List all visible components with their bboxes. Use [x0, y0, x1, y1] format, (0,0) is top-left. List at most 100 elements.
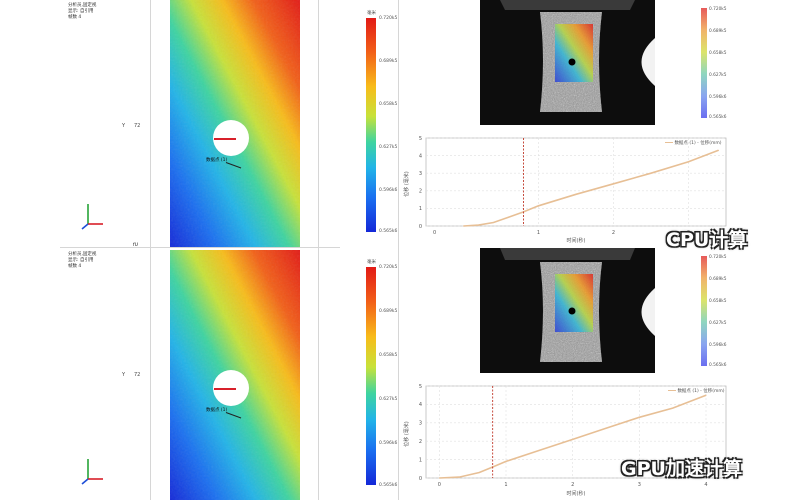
mini-colorbar-tick: 0.720k5	[709, 7, 727, 12]
legend-label: 数据点 (1) - 位移(mm)	[677, 389, 725, 394]
data-point	[638, 416, 640, 418]
gpu-caption: GPU加速计算	[621, 458, 742, 480]
data-point	[438, 477, 440, 479]
cpu-caption: CPU计算	[666, 229, 748, 251]
colorbar-tick: 0.689k5	[379, 309, 398, 314]
displacement-chart: 5 4 3 2 1 0 0 1 2 3 4 位移 (毫米) 时间(秒) 数据点 (1) - 位移(m…	[400, 378, 735, 498]
data-point	[575, 193, 577, 195]
x-start-label: 0	[433, 230, 436, 236]
y-tick-label: 5	[419, 136, 422, 142]
data-point	[613, 183, 614, 185]
chart-ylabel: 位移 (毫米)	[403, 171, 410, 197]
data-point	[493, 221, 494, 223]
y-tick-label: 3	[419, 171, 422, 177]
probe-marker[interactable]	[214, 138, 236, 140]
mini-colorbar-tick: 0.565k6	[709, 115, 727, 120]
chart-xlabel: 时间(秒)	[567, 237, 586, 244]
data-point	[463, 225, 464, 227]
data-point	[718, 149, 719, 151]
x-tick-label: 2	[571, 482, 574, 488]
mini-colorbar-tick: 0.627k5	[709, 73, 727, 78]
colorbar	[366, 18, 376, 232]
mini-colorbar-tick: 0.689k5	[709, 277, 727, 282]
center-divider	[318, 0, 319, 500]
info-line: 分析员,固定视	[68, 252, 97, 257]
probe-label: 数据点 (1)	[206, 158, 228, 163]
probe-marker[interactable]	[214, 388, 236, 390]
x-tick-label: 3	[638, 482, 641, 488]
y-tick-label: 1	[419, 206, 422, 212]
data-point	[688, 161, 689, 163]
legend-swatch	[665, 141, 673, 144]
colorbar-tick: 0.658k5	[379, 102, 398, 107]
divider-label: fU	[133, 243, 138, 248]
displacement-map[interactable]: 数据点 (1)	[170, 0, 300, 247]
x-tick-label: 1	[504, 482, 507, 488]
line-chart: 5 4 3 2 1 0 0 1 2 3 4 位移 (毫米) 时间(秒)	[403, 384, 727, 497]
colorbar	[366, 267, 376, 485]
chart-legend: 数据点 (1) - 位移(mm)	[668, 388, 725, 394]
chart-ylabel: 位移 (毫米)	[403, 421, 410, 447]
panel-divider	[60, 247, 340, 248]
colorbar-tick: 0.565k6	[379, 483, 398, 488]
specimen-image	[480, 248, 655, 373]
data-point	[508, 216, 509, 218]
specimen-image	[480, 0, 655, 125]
info-line: 帧数 4	[68, 15, 82, 20]
colorbar-title: 毫米	[367, 11, 376, 16]
info-line: 显示: 自引用	[68, 258, 94, 263]
mini-colorbar-tick: 0.627k5	[709, 321, 727, 326]
left-divider	[150, 0, 151, 500]
colorbar-tick: 0.720k5	[379, 265, 398, 270]
info-line: 帧数 4	[68, 264, 82, 269]
mini-colorbar-tick: 0.565k6	[709, 363, 727, 368]
x-tick-label: 3	[687, 230, 690, 236]
panel-info: 分析员,固定视 显示: 自引用 帧数 4	[68, 252, 96, 270]
colorbar-tick: 0.565k6	[379, 229, 398, 234]
colorbar-tick: 0.658k5	[379, 353, 398, 358]
panel-info: 分析员,固定视 显示: 自引用 帧数 4	[68, 3, 96, 21]
right-divider	[398, 0, 399, 500]
data-point	[478, 471, 480, 473]
legend-swatch	[668, 389, 676, 392]
xyz-axes-icon	[81, 204, 103, 230]
displacement-map[interactable]: 数据点 (1)	[170, 250, 300, 500]
colorbar-tick: 0.627k5	[379, 145, 398, 150]
data-point	[705, 394, 707, 396]
data-point	[478, 224, 479, 226]
data-point	[650, 172, 652, 174]
mini-colorbar-tick: 0.720k5	[709, 255, 727, 260]
mini-colorbar	[701, 8, 707, 118]
x-tick-label: 1	[537, 230, 540, 236]
y-axis-label: Y	[122, 372, 126, 378]
chart-legend: 数据点 (1) - 位移(mm)	[665, 140, 722, 146]
x-tick-label: 4	[704, 482, 707, 488]
mini-colorbar-tick: 0.658k5	[709, 299, 727, 304]
chart-xlabel: 时间(秒)	[567, 490, 586, 497]
y-tick-label: 2	[419, 439, 422, 445]
y-tick-label: 5	[419, 384, 422, 390]
data-point	[538, 205, 539, 207]
colorbar-tick: 0.627k5	[379, 397, 398, 402]
y-axis-label: Y	[122, 123, 126, 129]
data-point	[605, 427, 607, 429]
specimen-photo[interactable]	[480, 0, 655, 125]
probe-label: 数据点 (1)	[206, 408, 228, 413]
data-point	[505, 460, 507, 462]
y-tick-label: 4	[419, 153, 422, 159]
line-chart: 5 4 3 2 1 0 1 2 3 位移 (毫米) 时间(秒) 0	[403, 136, 727, 244]
colorbar-tick: 0.596k6	[379, 188, 398, 193]
y-tick-label: 3	[419, 421, 422, 427]
mini-colorbar-tick: 0.658k5	[709, 51, 727, 56]
xyz-axes-icon	[81, 459, 103, 485]
x-tick-label: 0	[438, 482, 441, 488]
plot-frame	[425, 385, 727, 479]
mini-colorbar-tick: 0.596k6	[709, 343, 727, 348]
specimen-photo[interactable]	[480, 248, 655, 373]
y-value: 72	[134, 372, 141, 378]
data-point	[672, 407, 674, 409]
data-point	[458, 476, 460, 478]
mini-colorbar-tick: 0.689k5	[709, 29, 727, 34]
y-tick-label: 2	[419, 189, 422, 195]
